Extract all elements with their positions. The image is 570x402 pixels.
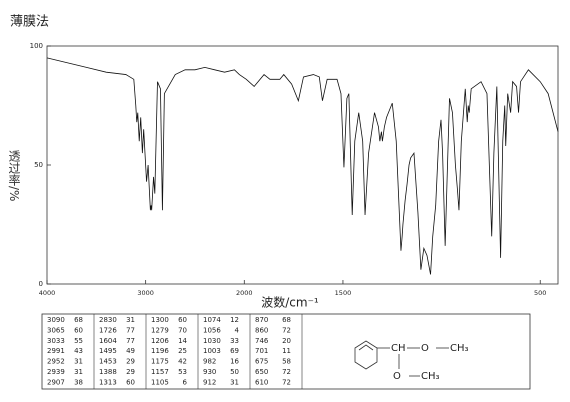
peak-transmittance: 55	[74, 337, 83, 345]
peak-wavenumber: 675	[255, 358, 268, 366]
peak-transmittance: 20	[282, 337, 291, 345]
peak-transmittance: 43	[74, 347, 83, 355]
peak-transmittance: 60	[126, 378, 135, 386]
peak-wavenumber: 1056	[203, 326, 221, 334]
peak-transmittance: 58	[282, 358, 291, 366]
peak-wavenumber: 1003	[203, 347, 221, 355]
peak-transmittance: 12	[230, 316, 239, 324]
peak-transmittance: 70	[178, 326, 187, 334]
peak-transmittance: 72	[282, 378, 291, 386]
peak-transmittance: 25	[178, 347, 187, 355]
x-tick-label: 500	[534, 289, 546, 297]
ring-bond	[358, 344, 374, 351]
peak-wavenumber: 930	[203, 368, 216, 376]
peak-wavenumber: 1175	[151, 358, 169, 366]
peak-wavenumber: 982	[203, 358, 216, 366]
structure-label: O	[421, 343, 429, 354]
peak-wavenumber: 1300	[151, 316, 169, 324]
x-tick-label: 2000	[236, 289, 253, 297]
peak-transmittance: 16	[230, 358, 239, 366]
peak-transmittance: 31	[126, 316, 135, 324]
peak-wavenumber: 610	[255, 378, 268, 386]
peak-wavenumber: 912	[203, 378, 216, 386]
peak-wavenumber: 1604	[99, 337, 117, 345]
peak-transmittance: 53	[178, 368, 187, 376]
structure-label: CH₃	[450, 343, 469, 354]
peak-transmittance: 68	[74, 316, 83, 324]
peak-transmittance: 38	[74, 378, 83, 386]
table-frame	[41, 313, 531, 390]
peak-wavenumber: 746	[255, 337, 269, 345]
peak-wavenumber: 1726	[99, 326, 117, 334]
peak-transmittance: 72	[282, 326, 291, 334]
peak-wavenumber: 2991	[47, 347, 65, 355]
peak-wavenumber: 1030	[203, 337, 221, 345]
peak-wavenumber: 650	[255, 368, 268, 376]
peak-wavenumber: 701	[255, 347, 268, 355]
peak-transmittance: 50	[230, 368, 239, 376]
peak-wavenumber: 1196	[151, 347, 169, 355]
peak-wavenumber: 1074	[203, 316, 221, 324]
y-axis-label: 透过率/%	[7, 150, 21, 202]
x-tick-label: 3000	[137, 289, 154, 297]
peak-wavenumber: 2907	[47, 378, 65, 386]
peak-wavenumber: 1388	[99, 368, 117, 376]
structure-label: CH₃	[421, 371, 440, 382]
peak-wavenumber: 3033	[47, 337, 65, 345]
peak-wavenumber: 1206	[151, 337, 169, 345]
y-tick-label: 100	[30, 42, 43, 50]
x-tick-label: 1500	[335, 289, 352, 297]
peak-transmittance: 72	[282, 368, 291, 376]
peak-transmittance: 42	[178, 358, 187, 366]
peak-transmittance: 77	[126, 337, 135, 345]
peak-transmittance: 68	[282, 316, 291, 324]
y-tick-label: 50	[34, 161, 43, 169]
x-axis-label: 波数/cm⁻¹	[261, 295, 319, 310]
peak-wavenumber: 1495	[99, 347, 117, 355]
benzene-ring	[354, 340, 378, 370]
peak-transmittance: 29	[126, 368, 135, 376]
peak-wavenumber: 870	[255, 316, 268, 324]
peak-wavenumber: 2939	[47, 368, 65, 376]
peak-wavenumber: 2830	[99, 316, 117, 324]
peak-wavenumber: 1279	[151, 326, 169, 334]
peak-transmittance: 69	[230, 347, 239, 355]
peak-transmittance: 49	[126, 347, 135, 355]
peak-transmittance: 31	[74, 358, 83, 366]
peak-transmittance: 6	[183, 378, 188, 386]
peak-transmittance: 14	[178, 337, 187, 345]
structure-drawing	[354, 340, 449, 377]
peak-transmittance: 33	[230, 337, 239, 345]
x-tick-label: 4000	[39, 289, 56, 297]
peak-transmittance: 11	[282, 347, 291, 355]
peak-transmittance: 60	[74, 326, 83, 334]
peak-wavenumber: 1157	[151, 368, 169, 376]
peak-wavenumber: 3065	[47, 326, 65, 334]
peak-wavenumber: 1105	[151, 378, 169, 386]
y-tick-label: 0	[39, 280, 43, 288]
peak-transmittance: 4	[235, 326, 240, 334]
spectrum-line	[46, 57, 559, 275]
chart-title: 薄膜法	[10, 15, 49, 30]
peak-transmittance: 77	[126, 326, 135, 334]
peak-wavenumber: 3090	[47, 316, 65, 324]
peak-transmittance: 31	[230, 378, 239, 386]
structure-label: O	[393, 371, 401, 382]
peak-transmittance: 60	[178, 316, 187, 324]
peak-wavenumber: 1313	[99, 378, 117, 386]
peak-wavenumber: 1453	[99, 358, 117, 366]
peak-transmittance: 31	[74, 368, 83, 376]
structure-label: CH	[391, 343, 406, 354]
peak-transmittance: 29	[126, 358, 135, 366]
peak-wavenumber: 860	[255, 326, 268, 334]
peak-wavenumber: 2952	[47, 358, 65, 366]
